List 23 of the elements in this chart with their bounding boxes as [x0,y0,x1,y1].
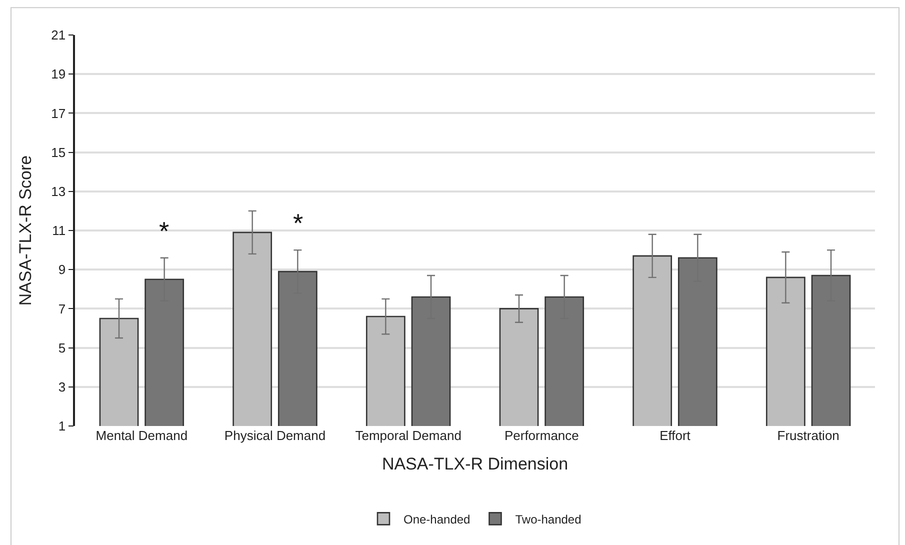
y-tick-label: 15 [51,144,66,160]
legend-label: One-handed [404,512,470,526]
y-tick-label: 19 [51,66,66,82]
x-tick-label: Frustration [777,428,840,443]
x-tick-label: Performance [504,428,579,443]
x-tick-label: Effort [660,428,691,443]
y-tick-label: 21 [51,28,66,43]
x-tick-label: Mental Demand [96,428,188,443]
data-label: * [159,216,170,246]
legend-label: Two-handed [515,512,582,526]
y-tick-label: 9 [58,262,66,278]
y-axis-title: NASA-TLX-R Score [16,155,36,306]
x-tick-label: Physical Demand [224,428,326,443]
x-tick-label: Temporal Demand [355,428,462,443]
y-tick-label: 7 [58,301,66,316]
y-tick-label: 1 [58,418,66,434]
y-tick-label: 3 [58,379,66,394]
y-tick-label: 17 [51,106,66,121]
y-tick-label: 5 [58,340,66,356]
data-label: * [293,208,304,238]
y-tick-label: 13 [51,184,66,199]
x-axis-title: NASA-TLX-R Dimension [382,454,568,474]
y-tick-label: 11 [52,223,66,238]
